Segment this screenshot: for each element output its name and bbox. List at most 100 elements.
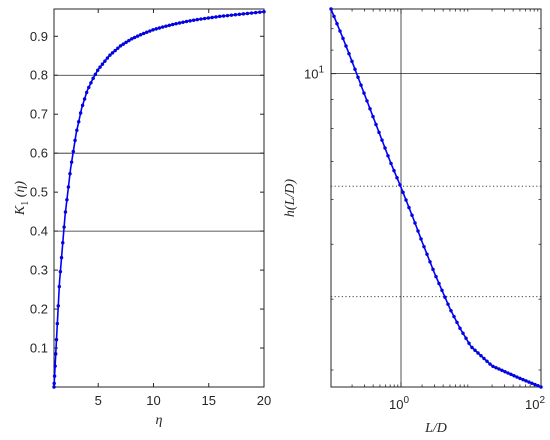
data-point <box>443 295 447 300</box>
data-point <box>398 183 402 187</box>
data-point <box>344 44 348 48</box>
y-tick-label-4: 0.5 <box>30 185 48 200</box>
data-point <box>62 225 66 229</box>
data-point <box>177 21 182 25</box>
data-point <box>416 229 420 233</box>
data-point <box>191 18 196 22</box>
data-point <box>353 67 357 72</box>
data-point <box>170 22 175 27</box>
data-point <box>494 365 498 370</box>
data-point <box>241 12 246 16</box>
data-point <box>164 24 168 28</box>
data-point <box>181 20 185 24</box>
data-point <box>52 381 56 386</box>
data-point <box>350 59 354 64</box>
data-point <box>332 14 336 19</box>
y-tick-label-5: 0.6 <box>30 146 48 161</box>
x-tick-label-0: 5 <box>95 393 102 408</box>
x-tick-label-2: 15 <box>202 393 216 408</box>
y-tick-label-7: 0.8 <box>30 68 48 83</box>
y-tick-label-0: 0.1 <box>30 341 48 356</box>
data-point <box>497 367 501 371</box>
data-point <box>368 107 372 111</box>
data-point <box>335 21 339 26</box>
data-point <box>476 351 480 355</box>
data-point <box>75 128 79 133</box>
x-tick-label-0: 100 <box>389 395 409 412</box>
data-point <box>95 68 100 73</box>
data-point <box>160 25 165 29</box>
data-point <box>506 371 510 375</box>
data-point <box>461 331 465 336</box>
data-point <box>371 114 375 119</box>
data-point <box>449 308 453 313</box>
x-tick-label-1: 10 <box>146 393 160 408</box>
data-point <box>515 375 519 379</box>
y-axis-label: h(L/D) <box>283 179 298 217</box>
data-point <box>174 21 178 26</box>
data-point <box>229 13 234 17</box>
data-point <box>167 23 172 28</box>
data-point <box>341 36 345 41</box>
data-point <box>536 384 540 388</box>
data-point <box>518 376 522 381</box>
data-point <box>87 85 91 90</box>
data-point <box>132 35 137 40</box>
data-point <box>509 372 513 377</box>
y-tick-label-3: 0.4 <box>30 224 48 239</box>
data-point <box>434 274 438 279</box>
data-point <box>401 190 405 195</box>
data-point <box>108 53 112 57</box>
data-point <box>217 14 222 19</box>
data-point <box>154 27 158 31</box>
data-point <box>202 16 207 21</box>
data-point <box>362 91 366 95</box>
x-tick-label-1: 102 <box>525 395 545 412</box>
data-point <box>98 65 102 69</box>
y-tick-label-2: 0.3 <box>30 263 48 278</box>
data-point <box>214 15 218 19</box>
data-point <box>116 46 120 50</box>
data-point <box>533 382 537 387</box>
data-point <box>52 385 56 389</box>
data-point <box>69 160 74 164</box>
data-point <box>395 176 399 180</box>
data-point <box>100 62 105 66</box>
data-point <box>377 130 381 135</box>
data-point <box>221 14 226 18</box>
data-point <box>356 75 360 79</box>
data-point <box>73 138 77 143</box>
data-point <box>524 379 528 383</box>
series-line-h <box>330 8 542 388</box>
data-point <box>512 373 516 378</box>
data-point <box>68 171 72 176</box>
data-point <box>473 348 477 352</box>
data-point <box>365 99 369 103</box>
data-point <box>199 17 203 21</box>
data-point <box>58 269 63 274</box>
data-point <box>245 11 250 16</box>
data-point <box>329 7 333 11</box>
data-point <box>464 336 468 341</box>
data-point <box>144 30 149 35</box>
data-point <box>428 260 432 264</box>
data-point <box>500 368 504 373</box>
data-point <box>105 56 110 60</box>
data-point <box>425 252 429 256</box>
data-point <box>446 302 450 306</box>
data-point <box>71 149 76 154</box>
data-point <box>539 385 543 389</box>
axes-frame <box>53 8 265 388</box>
chart-k1-eta: 0.1 0.2 0.3 0.4 0.5 0.6 0.7 0.8 0.9 5 10 15 20 η K1 (η… <box>13 8 271 428</box>
data-point <box>485 359 489 364</box>
data-point <box>470 345 474 350</box>
data-point <box>65 198 69 202</box>
data-point <box>253 10 258 15</box>
data-point <box>482 356 486 361</box>
y-tick-label-1: 0.2 <box>30 302 48 317</box>
data-point <box>225 13 230 18</box>
data-point <box>53 364 57 368</box>
data-point <box>118 44 123 48</box>
data-point <box>93 72 98 77</box>
